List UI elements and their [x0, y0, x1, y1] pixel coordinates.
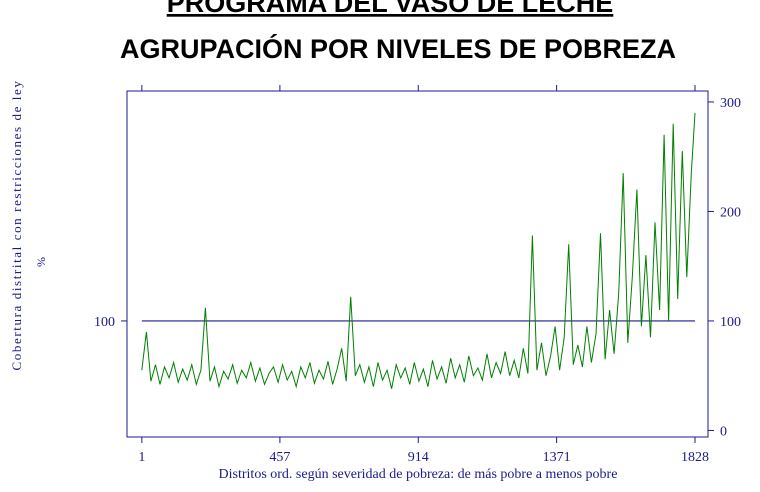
y2-tick-label: 300 [720, 96, 741, 111]
y-tick-label: 100 [94, 315, 115, 330]
data-line [141, 112, 696, 389]
x-tick-label: 1371 [543, 450, 571, 465]
x-tick-label: 1828 [681, 450, 709, 465]
y-axis-label: Cobertura distrital con restricciones de… [9, 80, 24, 371]
plot-frame [126, 90, 709, 438]
x-axis-label: Distritos ord. según severidad de pobrez… [219, 467, 618, 482]
y2-tick-label: 200 [720, 205, 741, 220]
chart-title: PROGRAMA DEL VASO DE LECHE [167, 0, 614, 18]
x-tick-label: 457 [269, 450, 290, 465]
y2-tick-label: 0 [720, 424, 727, 439]
x-tick-label: 1 [138, 450, 145, 465]
y-axis-unit: % [34, 257, 48, 267]
y2-tick-label: 100 [720, 315, 741, 330]
chart-subtitle: AGRUPACIÓN POR NIVELES DE POBREZA [120, 33, 676, 64]
x-tick-label: 914 [408, 450, 429, 465]
